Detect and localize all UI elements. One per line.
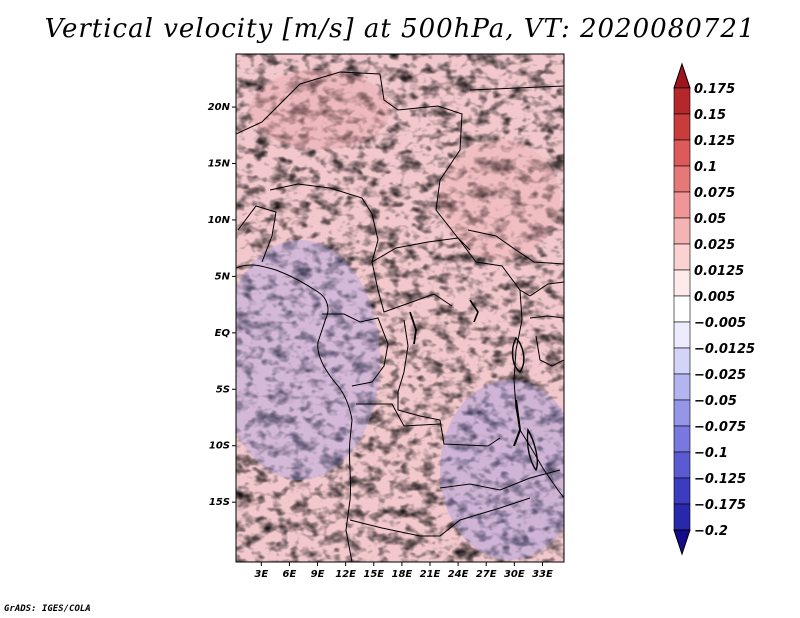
colorbar-bin [673,399,691,427]
colorbar-bin [673,191,691,219]
colorbar-bottom-arrow [673,529,691,556]
colorbar-label: −0.2 [694,524,728,539]
colorbar-bin [673,425,691,453]
colorbar-label: 0.075 [694,186,735,201]
velocity-field [236,54,564,562]
colorbar-bin [673,87,691,115]
lat-tick-label: 5S [216,384,230,395]
colorbar-label: −0.075 [694,420,746,435]
colorbar-label: 0.0125 [694,264,744,279]
colorbar-label: −0.05 [694,394,737,409]
colorbar-bin [673,269,691,297]
colorbar-bin [673,373,691,401]
colorbar-label: −0.175 [694,498,746,513]
map-frame [235,53,565,563]
lat-tick-label: EQ [215,328,231,339]
colorbar-label: 0.175 [694,82,735,97]
colorbar-label: 0.125 [694,134,735,149]
lat-tick-label: 10N [208,215,231,226]
colorbar-label: 0.05 [694,212,726,227]
lon-tick-label: 18E [391,569,412,580]
lat-tick-label: 15N [208,159,231,170]
lon-tick-label: 30E [504,569,525,580]
lon-tick-label: 24E [448,569,469,580]
lon-tick-label: 33E [532,569,553,580]
colorbar-bin [673,139,691,167]
colorbar-label: −0.1 [694,446,728,461]
lon-tick-label: 6E [283,569,297,580]
colorbar-label: 0.025 [694,238,735,253]
lat-tick-label: 15S [209,497,230,508]
country-borders [236,71,564,562]
lon-tick-label: 9E [311,569,325,580]
grads-credit: GrADS: IGES/COLA [4,604,91,614]
colorbar-label: −0.125 [694,472,746,487]
colorbar-bin [673,243,691,271]
latitude-axis: 20N 15N 10N 5N EQ 5S 10S 15S [208,102,236,508]
colorbar-bin [673,295,691,323]
lakes [409,299,538,472]
colorbar-label: 0.005 [694,290,735,305]
colorbar-label: −0.0125 [694,342,755,357]
colorbar-bin [673,477,691,505]
colorbar-label: −0.005 [694,316,746,331]
lon-tick-label: 3E [254,569,268,580]
colorbar-bin [673,321,691,349]
lon-tick-label: 21E [420,569,441,580]
colorbar-bin [673,503,691,531]
colorbar-bin [673,347,691,375]
colorbar-bin [673,451,691,479]
lon-tick-label: 12E [335,569,356,580]
lon-tick-label: 27E [476,569,497,580]
colorbar-bin [673,113,691,141]
colorbar-label: 0.15 [694,108,726,123]
colorbar-label: −0.025 [694,368,746,383]
lat-tick-label: 10S [209,441,230,452]
colorbar: 0.175 0.15 0.125 0.1 0.075 0.05 0.025 0.0125 0.0… [673,62,755,556]
colorbar-label: 0.1 [694,160,717,175]
lat-tick-label: 20N [208,102,231,113]
lat-tick-label: 5N [215,271,231,282]
longitude-axis: 3E 6E 9E 12E 15E 18E 21E 24E 27E 30E 33E [254,562,553,580]
colorbar-bin [673,217,691,245]
colorbar-top-arrow [673,62,691,89]
lon-tick-label: 15E [363,569,384,580]
chart-title: Vertical velocity [m/s] at 500hPa, VT: 2… [44,14,756,44]
colorbar-bin [673,165,691,193]
